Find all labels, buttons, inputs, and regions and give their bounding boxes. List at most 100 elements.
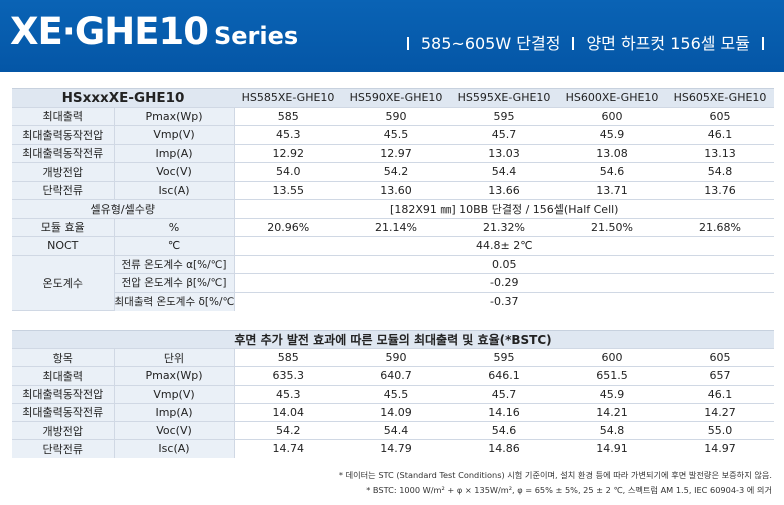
cell-value: 54.4 [342,421,450,441]
cell-value: 54.6 [450,421,558,441]
cell-value: 635.3 [234,366,342,386]
cell-value: 595 [450,107,559,126]
row-unit: Isc(A) [114,439,235,458]
cell-value: 12.97 [342,144,451,163]
row-unit: Pmax(Wp) [114,366,235,386]
cell-value: 55.0 [666,421,774,441]
cell-value: 13.60 [342,181,451,200]
cell-value: 45.5 [342,125,451,145]
row-unit: Pmax(Wp) [114,107,235,126]
cell-value: 657 [666,366,774,386]
row-label: 단락전류 [12,439,115,458]
temp-coef-label: 최대출력 온도계수 δ[%/℃] [114,292,235,311]
row-unit: Voc(V) [114,162,235,182]
cell-value: 14.27 [666,403,774,422]
cell-value: 590 [342,107,451,126]
cell-value: 13.76 [666,181,775,200]
head-value: 590 [342,348,450,368]
cell-value: 45.5 [342,385,450,404]
bstc-row-voc: 개방전압 Voc(V) 54.2 54.4 54.6 54.8 55.0 [12,421,774,441]
temp-coef-label: 전압 온도계수 β[%/℃] [114,273,235,293]
spec-row-imp: 최대출력동작전류 Imp(A) 12.92 12.97 13.03 13.08 … [12,144,775,163]
cell-value: 54.2 [342,162,451,182]
row-unit: Voc(V) [114,421,235,441]
head-unit: 단위 [114,348,235,368]
cell-value: 13.13 [666,144,775,163]
temp-coef-value: -0.29 [234,273,775,293]
row-label: 셀유형/셀수량 [12,199,235,219]
row-unit: Vmp(V) [114,385,235,404]
bstc-table: 후면 추가 발전 효과에 따른 모듈의 최대출력 및 효율(*BSTC) 항목 … [12,330,774,458]
model-name: HS590XE-GHE10 [342,88,451,108]
cell-value: 45.7 [450,385,558,404]
model-name: HS585XE-GHE10 [234,88,343,108]
cell-value: 600 [558,107,667,126]
bstc-title-row: 후면 추가 발전 효과에 따른 모듈의 최대출력 및 효율(*BSTC) [12,330,774,350]
head-value: 585 [234,348,342,368]
footnotes: * 데이터는 STC (Standard Test Conditions) 시험… [339,468,772,498]
spec-row-efficiency: 모듈 효율 % 20.96% 21.14% 21.32% 21.50% 21.6… [12,218,775,237]
cell-value: 585 [234,107,343,126]
cell-value: 14.79 [380,442,412,456]
row-label: 개방전압 [12,162,115,182]
footnote-stc: * 데이터는 STC (Standard Test Conditions) 시험… [338,470,772,480]
cell-value: 21.32% [450,218,559,237]
model-name: HS595XE-GHE10 [450,88,559,108]
cell-value: 46.1 [666,125,775,145]
spec-row-cell-type: 셀유형/셀수량 [182X91 ㎜] 10BB 단결정 / 156셀(Half … [12,199,775,219]
row-label: 모듈 효율 [12,218,115,237]
cell-value: 14.74 [272,442,305,456]
cell-value: 54.2 [234,421,342,441]
cell-type-value: [182X91 ㎜] 10BB 단결정 / 156셀(Half Cell) [234,199,775,219]
cell-value: 646.1 [450,366,558,386]
footnote-bstc: * BSTC: 1000 W/m² + φ × 135W/m², φ = 65%… [366,485,772,495]
row-unit: % [114,218,235,237]
model-header: HSxxxXE-GHE10 [12,88,235,108]
row-label: 최대출력 [12,107,115,126]
cell-value: 14.86 [488,442,520,456]
cell-value: 54.0 [234,162,343,182]
bstc-title: 후면 추가 발전 효과에 따른 모듈의 최대출력 및 효율(*BSTC) [12,330,774,350]
cell-value: 45.9 [558,125,667,145]
cell-value: 54.6 [558,162,667,182]
bstc-row-imp: 최대출력동작전류 Imp(A) 14.04 14.09 14.16 14.21 … [12,403,774,422]
cell-value: 14.91 [596,442,628,456]
cell-value: 14.04 [234,403,342,422]
row-label: 단락전류 [12,181,115,200]
cell-value: 12.92 [234,144,343,163]
cell-value: 14.21 [558,403,666,422]
head-value: 605 [666,348,774,368]
divider-bar [406,37,409,50]
cell-value: 54.4 [450,162,559,182]
series-suffix: Series [213,22,299,50]
row-label: 최대출력 [12,366,115,386]
temp-coef-label: 전류 온도계수 α[%/℃] [114,255,235,274]
tagline: 585~605W 단결정 양면 하프컷 156셀 모듈 [395,30,776,54]
row-label: 최대출력동작전압 [12,125,115,145]
cell-value: 45.7 [450,125,559,145]
row-label: 최대출력동작전류 [12,144,115,163]
cell-value: 640.7 [342,366,450,386]
row-label: NOCT [12,236,115,256]
spec-row-noct: NOCT ℃ 44.8± 2℃ [12,236,775,256]
model-name: HS605XE-GHE10 [666,88,775,108]
spec-row-temp-alpha: 온도계수 전류 온도계수 α[%/℃] 0.05 [12,255,775,311]
cell-value: 46.1 [666,385,774,404]
head-value: 595 [450,348,558,368]
cell-value: 21.50% [558,218,667,237]
bstc-row-isc: 단락전류 Isc(A) 14.74 14.79 14.86 14.91 14.9… [12,439,774,458]
row-label: 최대출력동작전압 [12,385,115,404]
spec-table: HSxxxXE-GHE10 HS585XE-GHE10 HS590XE-GHE1… [12,88,775,311]
noct-value: 44.8± 2℃ [234,236,775,256]
row-label: 개방전압 [12,421,115,441]
temp-coef-value: -0.37 [490,295,519,308]
cell-value: 14.09 [342,403,450,422]
cell-value: 13.03 [450,144,559,163]
cell-value: 54.8 [558,421,666,441]
spec-header-row: HSxxxXE-GHE10 HS585XE-GHE10 HS590XE-GHE1… [12,88,775,108]
series-name: XE·GHE10 [10,10,209,53]
spec-row-pmax: 최대출력 Pmax(Wp) 585 590 595 600 605 [12,107,775,126]
row-unit: ℃ [114,236,235,256]
cell-value: 13.66 [450,181,559,200]
cell-value: 20.96% [234,218,343,237]
